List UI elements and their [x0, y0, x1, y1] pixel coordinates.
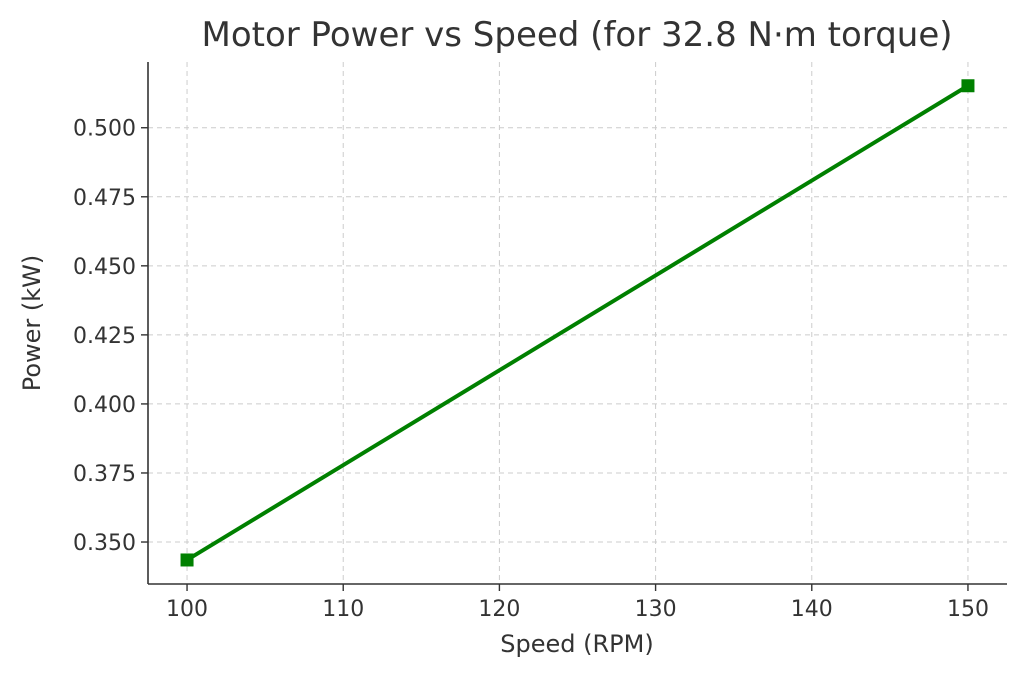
- x-tick-label: 110: [322, 597, 364, 622]
- grid: [148, 62, 1007, 584]
- y-tick-label: 0.500: [73, 117, 136, 142]
- x-tick-label: 100: [166, 597, 208, 622]
- y-tick-label: 0.475: [73, 186, 136, 211]
- y-tick-label: 0.350: [73, 531, 136, 556]
- x-tick-label: 130: [635, 597, 677, 622]
- series-line: [185, 83, 970, 562]
- y-axis-label: Power (kW): [18, 255, 46, 392]
- y-tick-label: 0.375: [73, 462, 136, 487]
- series-layer: [180, 79, 975, 567]
- ticks: 100 110 120 130 140 150 0.350 0.375 0.400 0.425 0.…: [73, 117, 989, 622]
- x-axis-label: Speed (RPM): [500, 630, 653, 658]
- y-tick-label: 0.425: [73, 324, 136, 349]
- data-point-marker: [961, 79, 975, 93]
- y-tick-label: 0.450: [73, 255, 136, 280]
- axes: [147, 62, 1007, 585]
- x-tick-label: 140: [791, 597, 833, 622]
- chart-title: Motor Power vs Speed (for 32.8 N·m torqu…: [201, 15, 952, 55]
- x-tick-label: 150: [947, 597, 989, 622]
- data-point-marker: [180, 553, 194, 567]
- y-tick-label: 0.400: [73, 393, 136, 418]
- x-tick-label: 120: [478, 597, 520, 622]
